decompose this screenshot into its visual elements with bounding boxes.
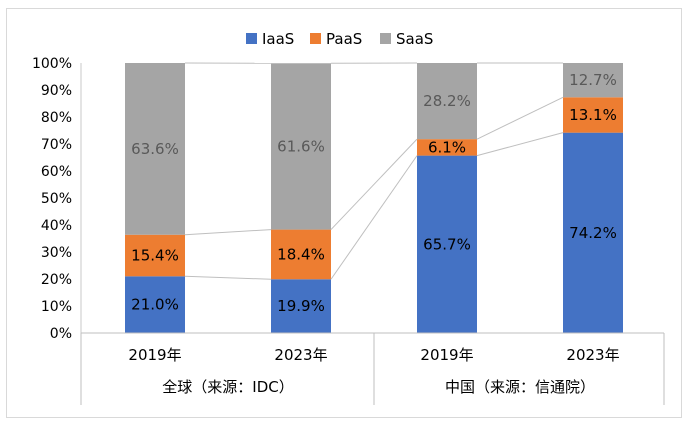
data-label: 13.1% xyxy=(569,106,617,124)
x-tick-label: 2023年 xyxy=(566,346,619,364)
x-tick-label: 2019年 xyxy=(128,346,181,364)
bar-iaas xyxy=(125,276,185,333)
y-tick-label: 70% xyxy=(41,137,72,153)
y-tick-label: 10% xyxy=(41,299,72,315)
series-line xyxy=(476,132,564,157)
bar-paas xyxy=(271,229,331,280)
bar-iaas xyxy=(271,279,331,333)
data-label: 65.7% xyxy=(423,235,471,253)
legend-label-iaas: IaaS xyxy=(262,30,294,48)
bar-paas xyxy=(417,139,477,156)
legend-swatch-paas xyxy=(310,33,321,44)
bar-paas xyxy=(125,234,185,277)
legend-label-paas: PaaS xyxy=(326,30,362,48)
legend-swatch-iaas xyxy=(246,33,257,44)
y-tick-label: 100% xyxy=(32,56,72,72)
data-label: 63.6% xyxy=(131,140,179,158)
data-label: 6.1% xyxy=(428,138,466,156)
bar-iaas xyxy=(417,155,477,333)
y-tick-label: 60% xyxy=(41,164,72,180)
legend-swatch-saas xyxy=(380,33,391,44)
bar-saas xyxy=(125,63,185,235)
x-tick-label: 2023年 xyxy=(274,346,327,364)
y-tick-label: 50% xyxy=(41,191,72,207)
y-tick-label: 0% xyxy=(50,326,72,342)
series-line xyxy=(184,229,272,236)
data-label: 61.6% xyxy=(277,137,325,155)
y-tick-label: 80% xyxy=(41,110,72,126)
legend-label-saas: SaaS xyxy=(396,30,433,48)
series-line xyxy=(476,96,564,140)
bar-paas xyxy=(563,97,623,133)
data-label: 18.4% xyxy=(277,245,325,263)
data-label: 15.4% xyxy=(131,247,179,265)
y-tick-label: 30% xyxy=(41,245,72,261)
data-label: 74.2% xyxy=(569,224,617,242)
bar-saas xyxy=(563,63,623,98)
y-tick-label: 40% xyxy=(41,218,72,234)
y-tick-label: 20% xyxy=(41,272,72,288)
data-label: 21.0% xyxy=(131,296,179,314)
y-tick-label: 90% xyxy=(41,83,72,99)
series-line xyxy=(184,275,272,280)
data-label: 12.7% xyxy=(569,71,617,89)
bar-saas xyxy=(417,63,477,140)
bar-saas xyxy=(271,63,331,230)
x-tick-label: 2019年 xyxy=(420,346,473,364)
group-label: 全球（来源：IDC） xyxy=(162,378,293,396)
data-label: 19.9% xyxy=(277,297,325,315)
bar-iaas xyxy=(563,132,623,333)
series-line xyxy=(330,138,418,230)
data-label: 28.2% xyxy=(423,92,471,110)
series-line xyxy=(330,155,418,280)
group-label: 中国（来源：信通院） xyxy=(445,378,595,396)
